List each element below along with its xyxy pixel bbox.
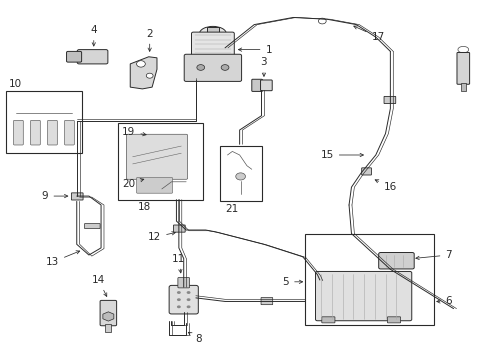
Text: 9: 9 xyxy=(42,191,68,201)
FancyBboxPatch shape xyxy=(126,134,187,179)
Circle shape xyxy=(318,18,325,24)
FancyBboxPatch shape xyxy=(71,193,83,200)
FancyBboxPatch shape xyxy=(456,53,468,84)
FancyBboxPatch shape xyxy=(14,120,23,145)
Text: 14: 14 xyxy=(92,275,106,296)
Polygon shape xyxy=(130,57,157,89)
FancyBboxPatch shape xyxy=(184,54,241,81)
Text: 16: 16 xyxy=(374,180,396,192)
Ellipse shape xyxy=(199,26,226,41)
FancyBboxPatch shape xyxy=(173,225,185,232)
Bar xyxy=(305,234,433,325)
FancyBboxPatch shape xyxy=(178,278,189,288)
Text: 5: 5 xyxy=(282,277,302,287)
Bar xyxy=(460,83,465,91)
FancyBboxPatch shape xyxy=(169,285,198,314)
FancyBboxPatch shape xyxy=(47,120,57,145)
Circle shape xyxy=(186,291,190,294)
Bar xyxy=(6,91,81,153)
Text: 10: 10 xyxy=(9,79,22,89)
Text: 15: 15 xyxy=(320,150,363,160)
FancyBboxPatch shape xyxy=(386,317,400,323)
Text: 4: 4 xyxy=(90,25,97,46)
FancyBboxPatch shape xyxy=(315,271,411,321)
Text: 19: 19 xyxy=(122,127,146,137)
Bar xyxy=(206,27,218,35)
Text: 3: 3 xyxy=(260,57,267,76)
Bar xyxy=(105,324,111,332)
Circle shape xyxy=(136,61,145,67)
FancyBboxPatch shape xyxy=(261,297,272,305)
FancyBboxPatch shape xyxy=(378,252,413,269)
Circle shape xyxy=(221,64,228,70)
FancyBboxPatch shape xyxy=(84,224,100,229)
Bar xyxy=(220,146,261,202)
Bar xyxy=(118,123,203,200)
Circle shape xyxy=(146,73,153,78)
Text: 13: 13 xyxy=(46,251,80,267)
Text: 17: 17 xyxy=(353,26,384,42)
FancyBboxPatch shape xyxy=(64,120,74,145)
Text: 2: 2 xyxy=(146,28,153,51)
Text: 12: 12 xyxy=(148,232,175,242)
FancyBboxPatch shape xyxy=(251,79,262,91)
Text: 18: 18 xyxy=(137,202,150,212)
FancyBboxPatch shape xyxy=(260,80,272,91)
FancyBboxPatch shape xyxy=(100,300,116,326)
Text: 6: 6 xyxy=(436,296,451,306)
Text: 7: 7 xyxy=(415,250,451,260)
Circle shape xyxy=(177,291,181,294)
Text: 11: 11 xyxy=(172,253,185,273)
FancyBboxPatch shape xyxy=(321,317,334,323)
Circle shape xyxy=(177,305,181,308)
FancyBboxPatch shape xyxy=(136,177,172,193)
FancyBboxPatch shape xyxy=(66,51,81,62)
FancyBboxPatch shape xyxy=(361,168,371,175)
Circle shape xyxy=(197,64,204,70)
Circle shape xyxy=(235,173,245,180)
Circle shape xyxy=(177,298,181,301)
Text: 8: 8 xyxy=(188,332,201,344)
Text: 21: 21 xyxy=(224,204,238,214)
FancyBboxPatch shape xyxy=(77,50,108,64)
FancyBboxPatch shape xyxy=(383,96,395,104)
Circle shape xyxy=(186,305,190,308)
Circle shape xyxy=(186,298,190,301)
FancyBboxPatch shape xyxy=(191,32,234,58)
Text: 1: 1 xyxy=(238,45,271,55)
FancyBboxPatch shape xyxy=(30,120,40,145)
Text: 20: 20 xyxy=(122,179,143,189)
